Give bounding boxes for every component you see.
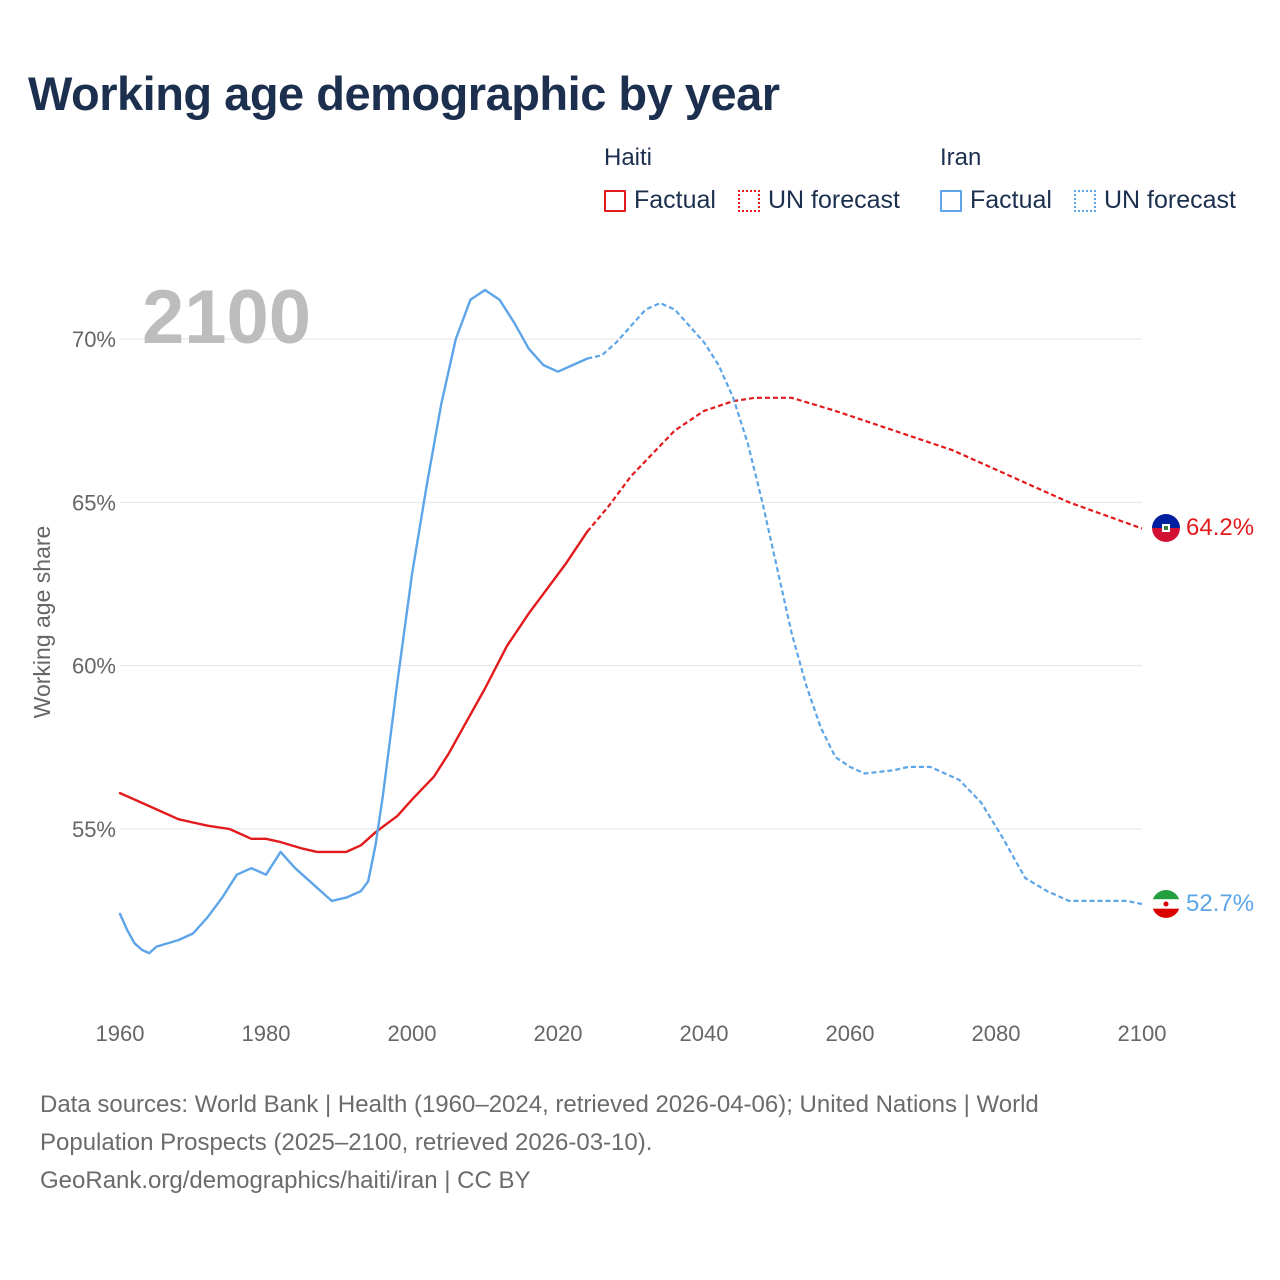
chart-title: Working age demographic by year xyxy=(28,67,780,120)
haiti-flag-icon xyxy=(1152,514,1180,542)
iran-factual-line xyxy=(118,288,589,955)
legend-iran-factual-label: Factual xyxy=(970,186,1052,214)
iran-forecast-line xyxy=(586,302,1143,906)
y-tick-label: 65% xyxy=(72,490,116,515)
legend-haiti-forecast[interactable]: UN forecast xyxy=(738,186,900,215)
sources-line-2: Population Prospects (2025–2100, retriev… xyxy=(40,1129,653,1156)
sources-line-1: Data sources: World Bank | Health (1960–… xyxy=(40,1091,1039,1118)
line-chart: 2100 55% 60% 65% 70% 1960 1980 2000 2020 2040 20… xyxy=(29,275,1254,1046)
sources-attribution-link[interactable]: GeoRank.org/demographics/haiti/iran | CC… xyxy=(40,1167,531,1194)
haiti-end-value: 64.2% xyxy=(1186,514,1254,541)
legend-haiti-factual-label: Factual xyxy=(634,186,716,214)
legend-iran-factual-swatch xyxy=(940,189,962,212)
legend-group-haiti: Haiti xyxy=(604,144,653,171)
y-tick-label: 70% xyxy=(72,327,116,352)
x-tick-label: 1980 xyxy=(242,1021,291,1046)
legend-haiti-forecast-swatch xyxy=(738,189,760,212)
legend-haiti-forecast-label: UN forecast xyxy=(768,186,900,214)
grid-lines xyxy=(120,338,1142,830)
x-tick-label: 2020 xyxy=(534,1021,583,1046)
legend-iran-forecast-label: UN forecast xyxy=(1104,186,1236,214)
legend-haiti-factual[interactable]: Factual xyxy=(604,186,716,215)
x-tick-label: 2040 xyxy=(680,1021,729,1046)
y-axis-ticks: 55% 60% 65% 70% xyxy=(72,327,116,842)
data-sources: Data sources: World Bank | Health (1960–… xyxy=(40,1086,1220,1200)
y-tick-label: 60% xyxy=(72,654,116,679)
x-axis-ticks: 1960 1980 2000 2020 2040 2060 2080 2100 xyxy=(96,1021,1167,1046)
x-tick-label: 2080 xyxy=(972,1021,1021,1046)
iran-flag-icon xyxy=(1152,890,1180,918)
y-axis-label: Working age share xyxy=(29,526,55,719)
legend-iran-forecast[interactable]: UN forecast xyxy=(1074,186,1236,215)
x-tick-label: 2000 xyxy=(388,1021,437,1046)
legend-haiti-factual-swatch xyxy=(604,189,626,212)
y-tick-label: 55% xyxy=(72,817,116,842)
haiti-forecast-line xyxy=(586,396,1143,533)
x-tick-label: 2100 xyxy=(1118,1021,1167,1046)
iran-end-value: 52.7% xyxy=(1186,890,1254,917)
x-tick-label: 2060 xyxy=(826,1021,875,1046)
legend-iran-factual[interactable]: Factual xyxy=(940,186,1052,215)
legend-group-iran: Iran xyxy=(940,144,982,171)
current-year-label: 2100 xyxy=(142,275,311,360)
haiti-factual-line xyxy=(118,530,589,854)
x-tick-label: 1960 xyxy=(96,1021,145,1046)
series-lines xyxy=(118,288,1143,955)
legend-iran-forecast-swatch xyxy=(1074,189,1096,212)
